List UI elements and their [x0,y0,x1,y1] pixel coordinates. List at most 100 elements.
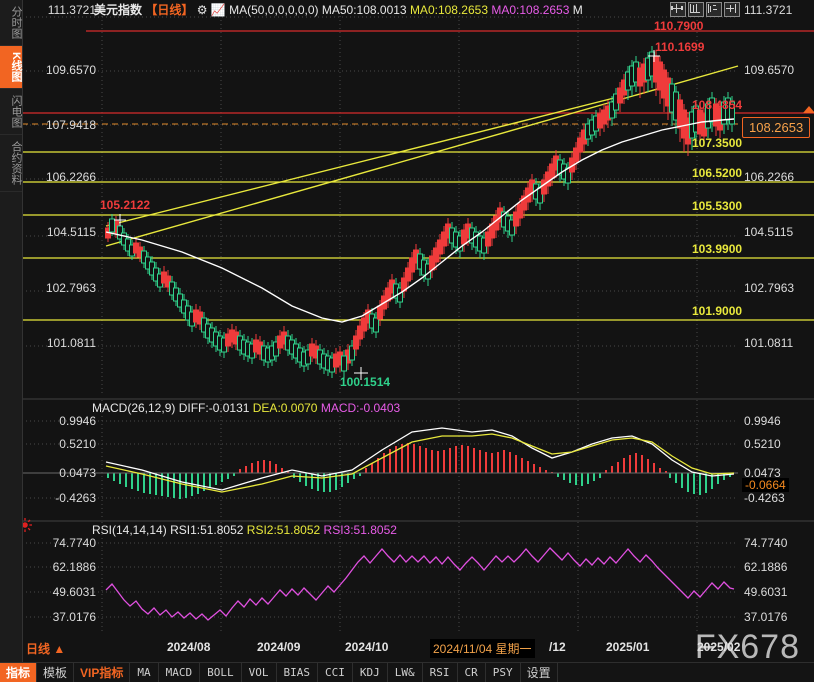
candlestick-series [105,46,735,378]
price-axis-left-1: 109.6570 [45,63,96,77]
level-label-101-90: 101.9000 [692,304,743,318]
macd-macd: MACD:-0.0403 [320,401,401,415]
toolbar-macd[interactable]: MACD [159,663,201,682]
toolbar-spacer [558,663,814,682]
rsi2-value: RSI2:51.8052 [246,523,321,537]
macd-histogram [22,427,738,499]
toolbar-ma[interactable]: MA [130,663,159,682]
date-label-0: 2024/08 [167,640,211,654]
trendlines [105,65,739,247]
price-axis-right-5: 102.7963 [744,281,795,295]
macd-legend: MACD(26,12,9) DIFF:-0.0131 DEA:0.0070 MA… [92,401,400,415]
rsi-grid [22,542,738,618]
crosshair-date-tag: 2024/11/04 星期一 [430,639,535,658]
macd-axis-left-0: 0.9946 [59,414,96,428]
rsi-line [105,547,735,621]
toolbar-kdj[interactable]: KDJ [353,663,388,682]
rsi-axis-left-2: 49.6031 [52,585,96,599]
level-label-105-53: 105.5300 [692,199,743,213]
rsi-axis-left-3: 37.0176 [52,610,96,624]
price-axis-left-4: 104.5115 [46,225,96,239]
price-axis-right-3: 106.2266 [744,170,795,184]
macd-diff: DIFF:-0.0131 [178,401,250,415]
indicator-chart-icon[interactable]: 📈 [210,3,226,17]
toolbar-cci[interactable]: CCI [318,663,353,682]
zoom-horizontal-icon[interactable] [688,2,704,17]
rsi-axis-left-1: 62.1886 [52,560,96,574]
price-axis-right-1: 109.6570 [744,63,795,77]
macd-value-tag: -0.0664 [742,478,789,492]
settings-gear-icon[interactable]: ⚙ [196,3,208,17]
ma50-value: MA50:108.0013 [321,3,407,17]
date-label-4: 2025/01 [606,640,650,654]
price-marker-arrow-icon [803,106,814,113]
sidebar-item-kline[interactable]: K线图 [0,46,22,89]
price-legend: 美元指数 【日线】 ⚙ 📈 MA(50,0,0,0,0,0) MA50:108.… [94,1,583,18]
macd-axis-right-3: -0.4263 [744,491,785,505]
watermark: FX678 [694,628,800,666]
ma-formula: MA(50,0,0,0,0,0) [229,3,319,17]
annotation-high: 110.1699 [655,40,705,54]
macd-axis-left-3: -0.4263 [55,491,96,505]
price-axis-left-6: 101.0811 [46,336,96,350]
level-label-106-52: 106.5200 [692,166,743,180]
ma50-line [105,118,735,323]
macd-axis-right-1: 0.5210 [744,437,781,451]
level-label-108-4854: 108.4854 [692,98,743,112]
date-axis-period-label[interactable]: 日线 ▲ [26,642,66,656]
price-axis-left-5: 102.7963 [45,281,96,295]
date-axis: 日线 ▲ 2024/08 2024/09 2024/10 /12 2025/01… [22,638,814,660]
macd-axis-right-2: 0.0473 [744,466,781,480]
sidebar-item-lightning[interactable]: 闪电图 [0,89,22,135]
scroll-to-latest-icon[interactable] [724,2,740,17]
sidebar-item-contract-info[interactable]: 合约资料 [0,135,22,192]
toolbar-settings[interactable]: 设置 [521,663,558,682]
date-label-3: /12 [549,640,566,654]
vertical-grid [101,16,698,632]
macd-axis-left-2: 0.0473 [59,466,96,480]
rsi-legend: RSI(14,14,14) RSI1:51.8052 RSI2:51.8052 … [92,523,397,537]
crosshair-marker [114,50,660,380]
level-label-110-79: 110.7900 [654,19,704,33]
toolbar-psy[interactable]: PSY [486,663,521,682]
rsi-title: RSI(14,14,14) [92,523,167,537]
price-axis-left-0: 111.3721 [47,3,96,17]
macd-title: MACD(26,12,9) [92,401,176,415]
chart-canvas[interactable] [22,0,814,662]
annotation-low: 100.1514 [340,375,391,389]
current-price-tag: 108.2653 [742,117,811,138]
toolbar-templates[interactable]: 模板 [37,663,75,682]
rsi-axis-right-3: 37.0176 [744,610,788,624]
price-axis-left-2: 107.9418 [45,118,96,132]
date-label-2: 2024/10 [345,640,389,654]
price-axis-right-4: 104.5115 [744,225,794,239]
rsi-axis-left-0: 74.7740 [52,536,96,550]
date-label-5: 2025/02 [697,640,741,654]
rsi1-value: RSI1:51.8052 [170,523,244,537]
toolbar-bias[interactable]: BIAS [277,663,318,682]
macd-axis-right-0: 0.9946 [744,414,781,428]
date-label-1: 2024/09 [257,640,301,654]
rsi3-value: RSI3:51.8052 [323,523,397,537]
toolbar-boll[interactable]: BOLL [200,663,242,682]
zoom-vertical-icon[interactable] [706,2,722,17]
toolbar-vol[interactable]: VOL [242,663,277,682]
crosshair-move-icon[interactable] [670,2,686,17]
price-axis-right-6: 101.0811 [744,336,794,350]
macd-axis-left-1: 0.5210 [59,437,96,451]
toolbar-rsi[interactable]: RSI [423,663,458,682]
chart-area[interactable]: 美元指数 【日线】 ⚙ 📈 MA(50,0,0,0,0,0) MA50:108.… [22,0,814,662]
symbol-label: 美元指数 [94,3,143,17]
toolbar-vip-indicators[interactable]: VIP指标 [74,663,131,682]
left-sidebar: 分时图 K线图 闪电图 合约资料 [0,0,23,662]
toolbar-cr[interactable]: CR [458,663,486,682]
bottom-toolbar[interactable]: 指标 模板 VIP指标 MA MACD BOLL VOL BIAS CCI KDJ LW& RSI CR… [0,662,814,682]
level-label-103-99: 103.9900 [692,242,743,256]
price-grid [22,16,738,347]
sidebar-item-timeshare[interactable]: 分时图 [0,0,22,46]
chart-tool-buttons[interactable] [670,2,740,17]
toolbar-lwr[interactable]: LW& [388,663,423,682]
macd-dea: DEA:0.0070 [252,401,318,415]
toolbar-indicators[interactable]: 指标 [0,663,38,682]
